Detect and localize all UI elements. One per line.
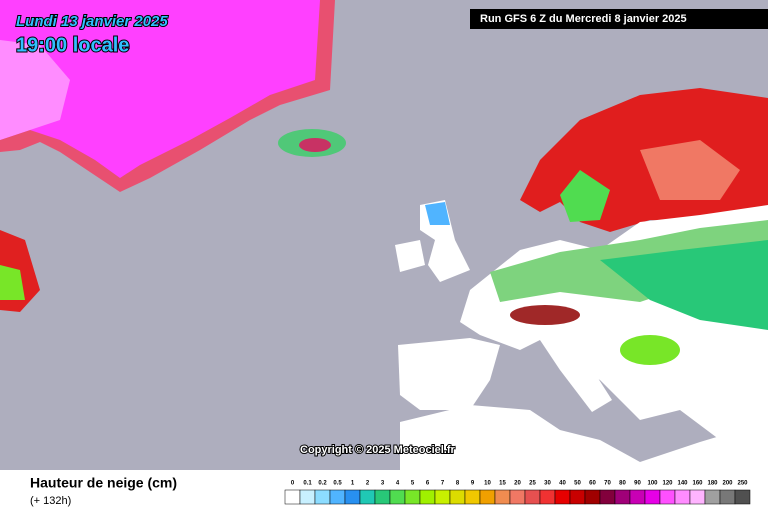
legend-label: 90: [634, 481, 641, 487]
legend-label: 50: [574, 481, 581, 487]
legend-swatch: [704, 489, 721, 505]
legend-swatch: [584, 489, 601, 505]
legend-swatch: [464, 489, 481, 505]
labrador-green: [0, 265, 25, 300]
finland-russia: [640, 140, 740, 200]
legend-swatch: [479, 489, 496, 505]
legend-swatch: [374, 489, 391, 505]
legend-swatch: [599, 489, 616, 505]
legend-label: 250: [737, 481, 748, 487]
legend-label: 40: [559, 481, 566, 487]
legend-label: 200: [722, 481, 733, 487]
legend-label: 160: [692, 481, 703, 487]
legend-swatch: [359, 489, 376, 505]
balkans: [620, 335, 680, 365]
iberia: [398, 338, 500, 410]
legend-label: 25: [529, 481, 536, 487]
legend-label: 140: [677, 481, 688, 487]
legend-label: 3: [381, 481, 385, 487]
legend-swatch: [299, 489, 316, 505]
legend-swatch: [404, 489, 421, 505]
legend-swatch: [569, 489, 586, 505]
legend-swatch: [524, 489, 541, 505]
legend-label: 70: [604, 481, 611, 487]
legend-swatch: [284, 489, 301, 505]
legend-swatch: [644, 489, 661, 505]
legend-swatch: [629, 489, 646, 505]
legend-swatch: [719, 489, 736, 505]
greenland-pink: [0, 40, 70, 140]
legend-label: 60: [589, 481, 596, 487]
legend-swatch: [434, 489, 451, 505]
legend-label: 0: [291, 481, 295, 487]
italy: [540, 340, 612, 412]
legend-swatch: [614, 489, 631, 505]
legend-swatch: [689, 489, 706, 505]
legend-label: 2: [366, 481, 370, 487]
legend-label: 9: [471, 481, 475, 487]
legend-label: 1: [351, 481, 355, 487]
legend-label: 80: [619, 481, 626, 487]
legend-swatch: [449, 489, 466, 505]
legend-swatch: [659, 489, 676, 505]
greenland-core: [0, 0, 320, 178]
legend-label: 100: [647, 481, 658, 487]
legend-swatch: [419, 489, 436, 505]
legend-swatch: [314, 489, 331, 505]
legend-swatch: [554, 489, 571, 505]
legend-label: 30: [544, 481, 551, 487]
legend-label: 20: [514, 481, 521, 487]
legend-swatch: [494, 489, 511, 505]
legend-label: 10: [484, 481, 491, 487]
north-africa: [400, 405, 768, 470]
legend-label: 0.1: [303, 481, 312, 487]
run-info: Run GFS 6 Z du Mercredi 8 janvier 2025: [480, 13, 687, 25]
footer-title: Hauteur de neige (cm): [30, 475, 177, 491]
legend-swatch: [734, 489, 751, 505]
legend-swatch: [509, 489, 526, 505]
alps: [510, 305, 580, 325]
legend-label: 6: [426, 481, 430, 487]
legend-swatch: [389, 489, 406, 505]
snow-east: [600, 240, 768, 330]
forecast-date: Lundi 13 janvier 2025: [16, 13, 168, 30]
legend-swatch: [539, 489, 556, 505]
legend-label: 8: [456, 481, 460, 487]
legend-label: 0.5: [333, 481, 342, 487]
legend-label: 0.2: [318, 481, 327, 487]
ireland: [395, 240, 425, 272]
run-box: [470, 9, 768, 29]
legend-label: 5: [411, 481, 415, 487]
legend-label: 7: [441, 481, 445, 487]
legend-swatch: [674, 489, 691, 505]
legend: 0 0.1 0.2 0.5 1 2 3 4 5 6 7 8 9 10 15 20 25 30 40 50 60 70 80 9…: [284, 481, 751, 505]
sweden-south: [560, 170, 610, 222]
legend-label: 15: [499, 481, 506, 487]
footer-lead: (+ 132h): [30, 495, 71, 507]
legend-label: 4: [396, 481, 400, 487]
iceland-core: [299, 138, 331, 152]
copyright: Copyright © 2025 Meteociel.fr: [300, 444, 456, 456]
legend-swatch: [329, 489, 346, 505]
forecast-time: 19:00 locale: [16, 34, 129, 56]
legend-label: 180: [707, 481, 718, 487]
legend-label: 120: [662, 481, 673, 487]
scotland-snow: [425, 202, 450, 225]
legend-swatch: [344, 489, 361, 505]
